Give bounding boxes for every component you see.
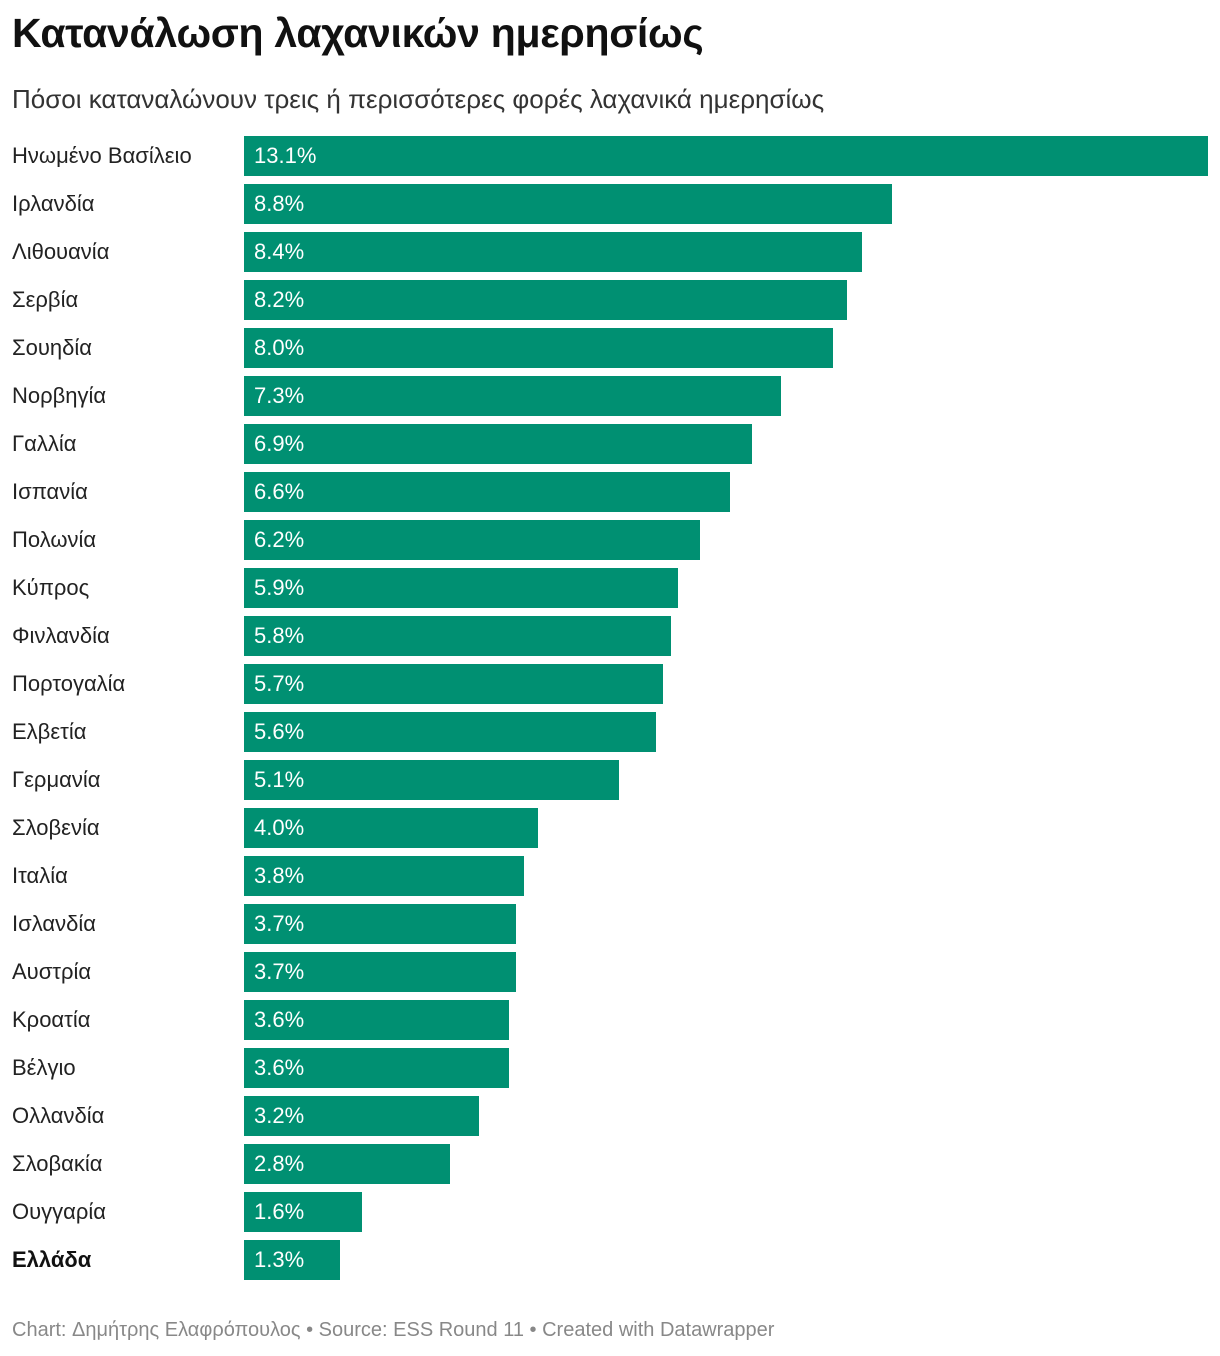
bar-value-label: 5.8% — [254, 623, 305, 648]
category-label: Πολωνία — [12, 527, 97, 552]
bar-value-label: 3.8% — [254, 863, 305, 888]
chart-title: Κατανάλωση λαχανικών ημερησίως — [12, 10, 704, 56]
category-label: Σλοβενία — [12, 815, 100, 840]
bar — [244, 472, 730, 512]
bar — [244, 376, 781, 416]
bar-value-label: 5.6% — [254, 719, 305, 744]
category-label: Ηνωμένο Βασίλειο — [12, 143, 192, 168]
category-label: Λιθουανία — [12, 239, 110, 264]
bar-value-label: 2.8% — [254, 1151, 305, 1176]
bar — [244, 952, 516, 992]
bar — [244, 1192, 362, 1232]
bar — [244, 568, 678, 608]
category-label: Σερβία — [12, 287, 79, 312]
category-label: Σλοβακία — [12, 1151, 103, 1176]
bar-value-label: 1.6% — [254, 1199, 305, 1224]
category-label: Ελλάδα — [12, 1247, 92, 1272]
bar — [244, 616, 671, 656]
chart-footer-credit: Chart: Δημήτρης Ελαφρόπουλος • Source: E… — [12, 1319, 775, 1341]
bar — [244, 808, 538, 848]
category-label: Ισλανδία — [12, 911, 96, 936]
category-label: Ολλανδία — [12, 1103, 105, 1128]
category-label: Πορτογαλία — [12, 671, 126, 696]
category-label: Κύπρος — [12, 575, 90, 600]
category-label: Σουηδία — [12, 335, 92, 360]
bar-value-label: 6.6% — [254, 479, 305, 504]
bar-value-label: 6.2% — [254, 527, 305, 552]
category-label: Ιρλανδία — [12, 191, 95, 216]
bar-value-label: 5.1% — [254, 767, 305, 792]
category-label: Βέλγιο — [12, 1055, 76, 1080]
bar-value-label: 7.3% — [254, 383, 305, 408]
bar-value-label: 8.0% — [254, 335, 305, 360]
category-label: Γερμανία — [12, 767, 101, 792]
bar — [244, 1240, 340, 1280]
bar-value-label: 1.3% — [254, 1247, 305, 1272]
bar — [244, 1048, 509, 1088]
bar — [244, 712, 656, 752]
bar-value-label: 3.2% — [254, 1103, 305, 1128]
bar-value-label: 3.7% — [254, 959, 305, 984]
bar-value-label: 4.0% — [254, 815, 305, 840]
bar-value-label: 13.1% — [254, 143, 317, 168]
bar — [244, 280, 847, 320]
bar — [244, 760, 619, 800]
bar-value-label: 5.7% — [254, 671, 305, 696]
bar — [244, 664, 663, 704]
bar — [244, 904, 516, 944]
bar-value-label: 8.8% — [254, 191, 305, 216]
bar — [244, 328, 833, 368]
bar-value-label: 8.2% — [254, 287, 305, 312]
category-label: Γαλλία — [12, 431, 77, 456]
bar — [244, 184, 892, 224]
category-label: Φινλανδία — [12, 623, 110, 648]
category-label: Κροατία — [12, 1007, 91, 1032]
bar — [244, 136, 1208, 176]
bar — [244, 1000, 509, 1040]
chart-subtitle: Πόσοι καταναλώνουν τρεις ή περισσότερες … — [12, 84, 825, 114]
bar-value-label: 3.6% — [254, 1007, 305, 1032]
category-label: Ισπανία — [12, 479, 88, 504]
category-label: Ελβετία — [12, 719, 87, 744]
bar-value-label: 8.4% — [254, 239, 305, 264]
bar-value-label: 6.9% — [254, 431, 305, 456]
bar — [244, 1096, 479, 1136]
bar — [244, 232, 862, 272]
bar-value-label: 3.7% — [254, 911, 305, 936]
bar — [244, 1144, 450, 1184]
category-label: Αυστρία — [12, 959, 92, 984]
bar-value-label: 5.9% — [254, 575, 305, 600]
bar — [244, 856, 524, 896]
category-label: Ιταλία — [12, 863, 68, 888]
bar — [244, 520, 700, 560]
category-label: Ουγγαρία — [12, 1199, 106, 1224]
bar-value-label: 3.6% — [254, 1055, 305, 1080]
bar — [244, 424, 752, 464]
category-label: Νορβηγία — [12, 383, 107, 408]
